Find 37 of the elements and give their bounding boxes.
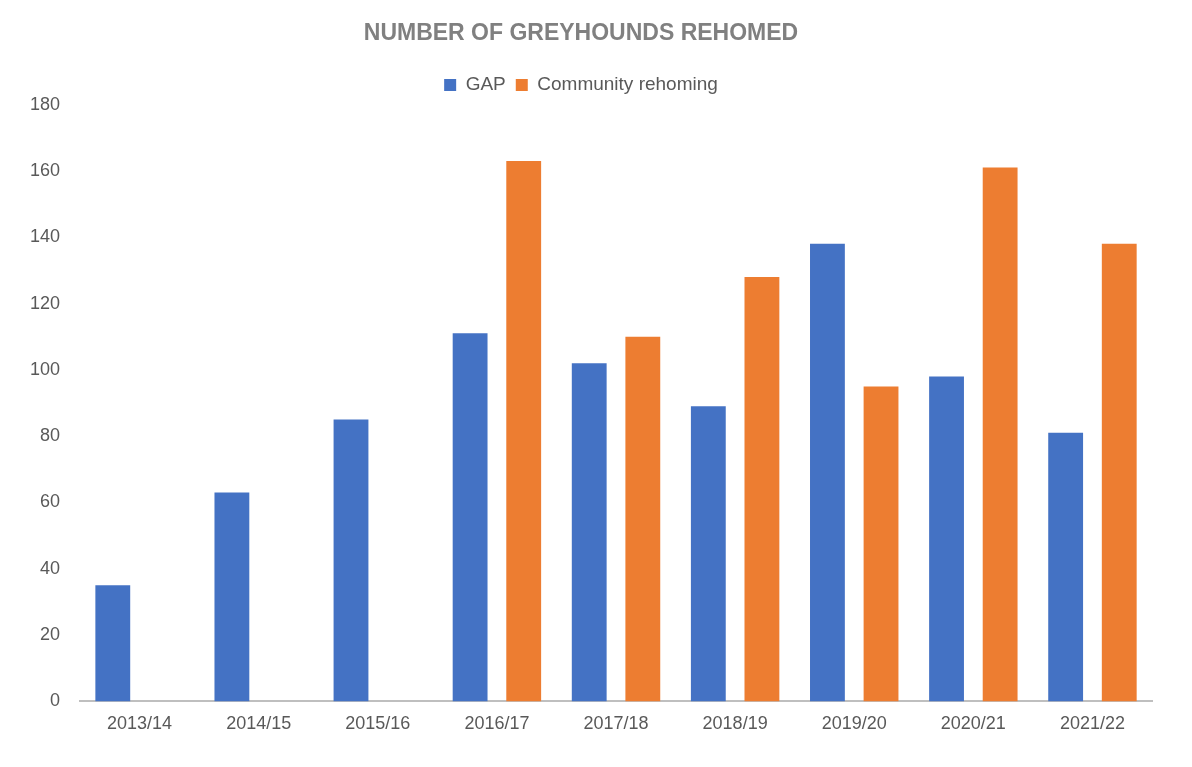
y-tick-label: 100: [29, 358, 61, 379]
bar: [452, 333, 488, 702]
x-tick-label: 2013/14: [107, 713, 173, 734]
x-tick-label: 2019/20: [821, 713, 887, 734]
bar: [810, 243, 845, 702]
bar: [982, 167, 1018, 702]
bar: [690, 406, 726, 702]
bar: [571, 363, 607, 702]
x-tick-label: 2021/22: [1059, 713, 1125, 734]
y-tick-label: 80: [40, 425, 61, 446]
x-tick-label: 2018/19: [702, 713, 768, 734]
y-tick-label: 140: [29, 226, 61, 247]
bar: [214, 492, 250, 702]
bar: [1101, 243, 1137, 702]
legend-label: Community rehoming: [537, 73, 718, 95]
x-tick-label: 2015/16: [345, 713, 411, 734]
bar: [744, 277, 780, 702]
x-tick-label: 2020/21: [940, 713, 1006, 734]
y-tick-label: 180: [29, 93, 61, 114]
y-tick-label: 40: [40, 557, 61, 578]
bar: [333, 419, 369, 702]
y-tick-label: 0: [50, 690, 61, 711]
bar: [95, 585, 131, 702]
x-tick-label: 2016/17: [464, 713, 530, 734]
chart-title: NUMBER OF GREYHOUNDS REHOMED: [363, 19, 799, 46]
y-tick-label: 20: [40, 624, 61, 645]
bar: [625, 336, 661, 702]
y-tick-label: 60: [40, 491, 61, 512]
x-tick-label: 2017/18: [583, 713, 649, 734]
bar: [1048, 432, 1084, 702]
legend-label: GAP: [465, 73, 506, 95]
bar: [506, 160, 542, 702]
x-tick-label: 2014/15: [226, 713, 292, 734]
bar: [863, 386, 899, 702]
y-tick-label: 160: [29, 159, 61, 180]
bar: [929, 376, 964, 702]
y-tick-label: 120: [29, 292, 61, 313]
